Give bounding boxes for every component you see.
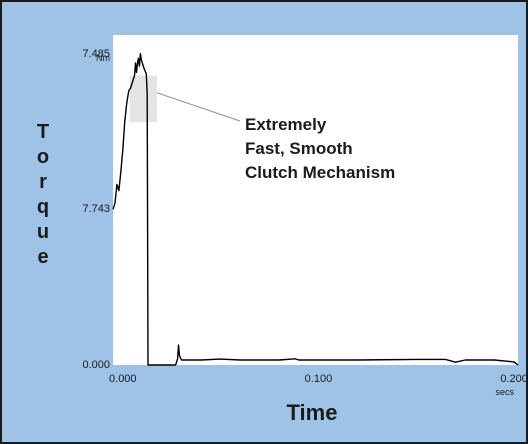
y-tick-label: 7.485 [82, 47, 110, 60]
y-unit-label: Nm [96, 53, 110, 63]
annotation-text: Extremely Fast, Smooth Clutch Mechanism [245, 115, 396, 182]
x-tick-label: 0.200 [500, 373, 528, 385]
y-axis-title: T o r q u e [36, 121, 50, 268]
x-tick-label: 0.100 [304, 373, 333, 385]
x-unit-label: secs [495, 387, 514, 397]
y-tick-label: 0.000 [82, 359, 110, 371]
plot-area [113, 35, 518, 365]
y-tick-label: 7.743 [82, 203, 110, 216]
x-axis-title: Time [286, 400, 338, 425]
x-tick-label: 0.000 [109, 373, 137, 385]
torque-series-line [112, 53, 519, 366]
annotation-leader-line [156, 92, 241, 122]
annotation-highlight-box [129, 75, 158, 123]
